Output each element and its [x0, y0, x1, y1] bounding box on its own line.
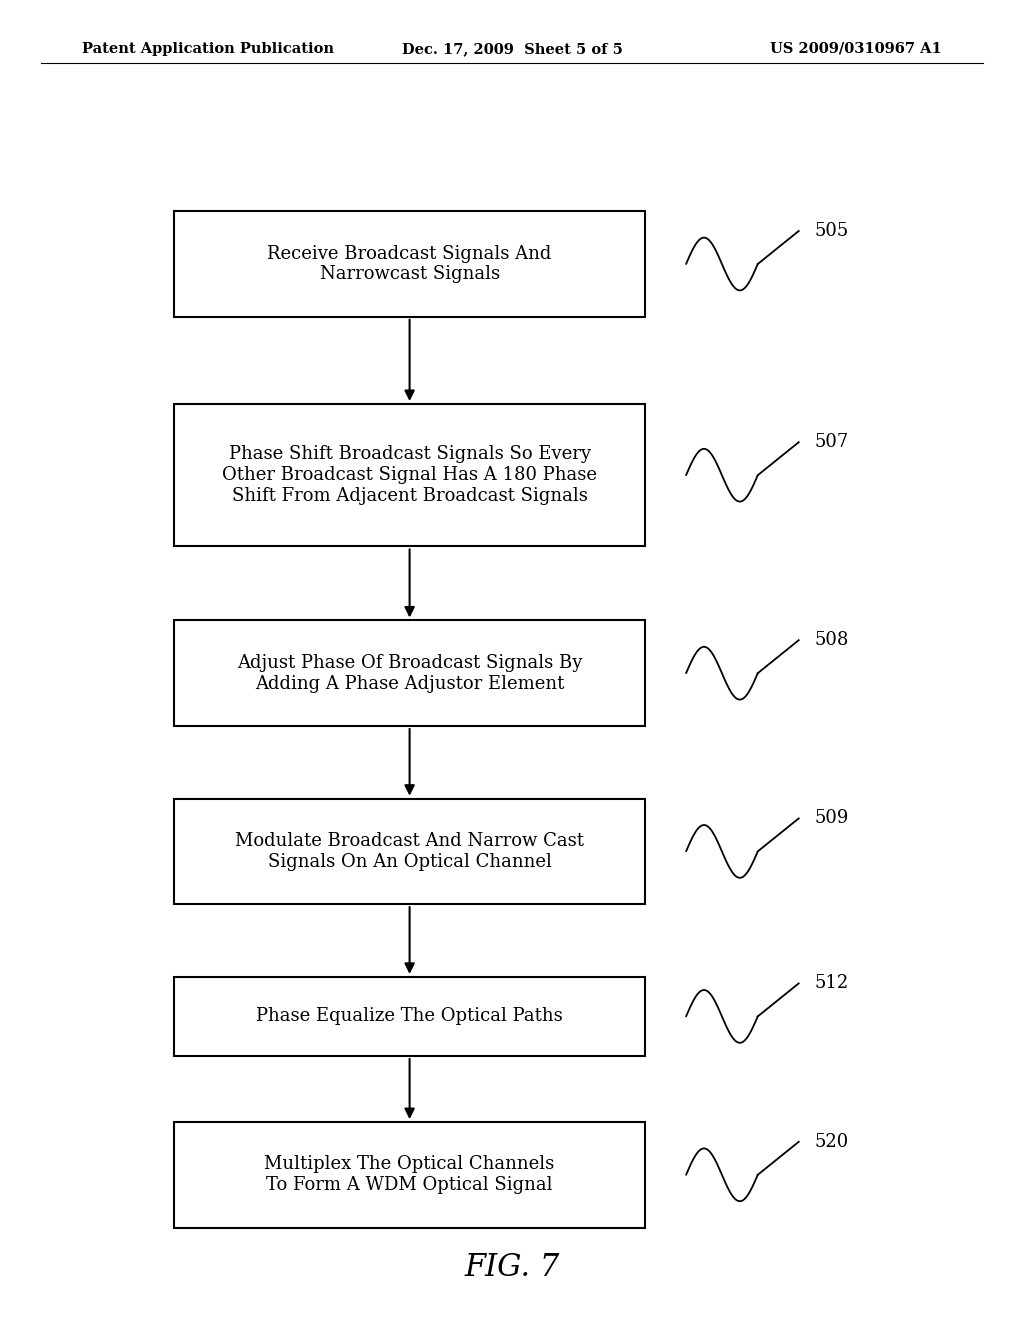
FancyBboxPatch shape — [174, 1122, 645, 1228]
Text: Phase Equalize The Optical Paths: Phase Equalize The Optical Paths — [256, 1007, 563, 1026]
Text: Phase Shift Broadcast Signals So Every
Other Broadcast Signal Has A 180 Phase
Sh: Phase Shift Broadcast Signals So Every O… — [222, 445, 597, 506]
Text: US 2009/0310967 A1: US 2009/0310967 A1 — [770, 42, 942, 55]
Text: 509: 509 — [814, 809, 849, 828]
Text: Adjust Phase Of Broadcast Signals By
Adding A Phase Adjustor Element: Adjust Phase Of Broadcast Signals By Add… — [237, 653, 583, 693]
FancyBboxPatch shape — [174, 799, 645, 904]
Text: Modulate Broadcast And Narrow Cast
Signals On An Optical Channel: Modulate Broadcast And Narrow Cast Signa… — [236, 832, 584, 871]
Text: 508: 508 — [814, 631, 849, 649]
FancyBboxPatch shape — [174, 977, 645, 1056]
Text: Multiplex The Optical Channels
To Form A WDM Optical Signal: Multiplex The Optical Channels To Form A… — [264, 1155, 555, 1195]
Text: 512: 512 — [814, 974, 848, 993]
Text: Patent Application Publication: Patent Application Publication — [82, 42, 334, 55]
FancyBboxPatch shape — [174, 620, 645, 726]
Text: 507: 507 — [814, 433, 848, 451]
Text: FIG. 7: FIG. 7 — [464, 1251, 560, 1283]
Text: 505: 505 — [814, 222, 848, 240]
Text: Dec. 17, 2009  Sheet 5 of 5: Dec. 17, 2009 Sheet 5 of 5 — [401, 42, 623, 55]
Text: Receive Broadcast Signals And
Narrowcast Signals: Receive Broadcast Signals And Narrowcast… — [267, 244, 552, 284]
FancyBboxPatch shape — [174, 211, 645, 317]
FancyBboxPatch shape — [174, 404, 645, 546]
Text: 520: 520 — [814, 1133, 848, 1151]
